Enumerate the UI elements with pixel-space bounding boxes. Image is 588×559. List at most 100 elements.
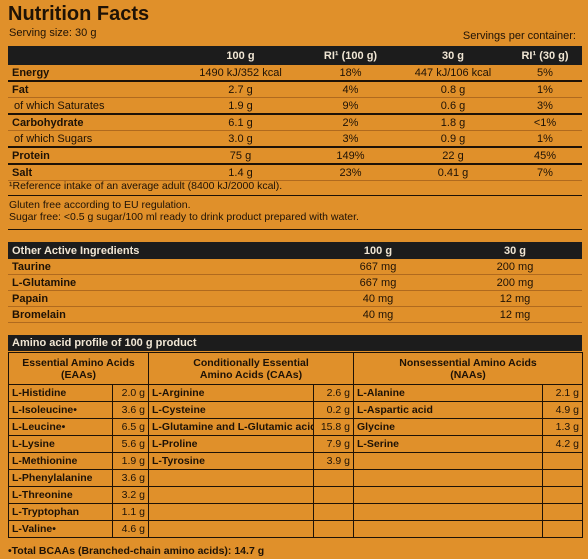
nutrition-row: of which Saturates 1.9 g 9% 0.6 g 3%	[8, 97, 582, 115]
nutrition-header-ri100: RI¹ (100 g)	[303, 46, 398, 65]
ingredient-label: L-Glutamine	[8, 274, 308, 291]
caa-name: L-Tyrosine	[148, 452, 315, 470]
naa-value: 2.1 g	[542, 384, 584, 402]
value-100g: 6.1 g	[178, 114, 303, 131]
value-30g: 22 g	[398, 147, 508, 165]
ri-30g: 5%	[508, 65, 582, 82]
eaa-name: L-Lysine	[8, 435, 113, 453]
nutrition-row: Salt 1.4 g 23% 0.41 g 7%	[8, 164, 582, 181]
value-100g: 40 mg	[308, 306, 448, 323]
eaa-value: 3.6 g	[111, 401, 150, 419]
naa-name: L-Aspartic acid	[353, 401, 544, 419]
amino-row: L-Phenylalanine 3.6 g	[8, 469, 584, 487]
value-30g: 200 mg	[448, 274, 582, 291]
nutrition-header-label	[8, 46, 178, 65]
naa-value: 4.2 g	[542, 435, 584, 453]
ri-30g: 1%	[508, 130, 582, 148]
eaa-name: L-Histidine	[8, 384, 113, 402]
eaa-value: 5.6 g	[111, 435, 150, 453]
naa-header-text: Nonsessential Amino Acids (NAAs)	[399, 356, 537, 381]
caa-name: L-Cysteine	[148, 401, 315, 419]
naa-name	[353, 503, 544, 521]
caa-name	[148, 520, 315, 538]
eaa-value: 1.9 g	[111, 452, 150, 470]
amino-row: L-Valine• 4.6 g	[8, 520, 584, 538]
page-title: Nutrition Facts	[8, 3, 150, 25]
caa-name	[148, 503, 315, 521]
value-100g: 2.7 g	[178, 81, 303, 98]
caa-value: 2.6 g	[313, 384, 355, 402]
sugar-note: Sugar free: <0.5 g sugar/100 ml ready to…	[9, 211, 359, 223]
naa-name: L-Alanine	[353, 384, 544, 402]
nutrition-header-30g: 30 g	[398, 46, 508, 65]
amino-row: L-Lysine 5.6 g L-Proline 7.9 g L-Serine 4.2 g	[8, 435, 584, 453]
nutrient-label: of which Sugars	[8, 130, 178, 148]
naa-value	[542, 452, 584, 470]
caa-value	[313, 469, 355, 487]
naa-value: 1.3 g	[542, 418, 584, 436]
eaa-name: L-Phenylalanine	[8, 469, 113, 487]
caa-value: 0.2 g	[313, 401, 355, 419]
nutrient-label: Fat	[8, 81, 178, 98]
nutrient-label: of which Saturates	[8, 97, 178, 115]
caa-value	[313, 486, 355, 504]
eaa-name: L-Leucine•	[8, 418, 113, 436]
nutrition-table: 100 g RI¹ (100 g) 30 g RI¹ (30 g) Energy…	[8, 46, 582, 181]
eaa-value: 4.6 g	[111, 520, 150, 538]
divider	[8, 229, 582, 230]
active-row: L-Glutamine 667 mg 200 mg	[8, 274, 582, 291]
naa-value	[542, 503, 584, 521]
ri-100g: 18%	[303, 65, 398, 82]
value-30g: 0.9 g	[398, 130, 508, 148]
ingredient-label: Bromelain	[8, 306, 308, 323]
value-100g: 1490 kJ/352 kcal	[178, 65, 303, 82]
value-30g: 12 mg	[448, 290, 582, 307]
nutrition-header-100g: 100 g	[178, 46, 303, 65]
ri-note: ¹Reference intake of an average adult (8…	[9, 180, 283, 192]
value-100g: 1.9 g	[178, 97, 303, 115]
eaa-value: 3.6 g	[111, 469, 150, 487]
value-30g: 1.8 g	[398, 114, 508, 131]
value-30g: 447 kJ/106 kcal	[398, 65, 508, 82]
value-100g: 75 g	[178, 147, 303, 165]
ri-100g: 9%	[303, 97, 398, 115]
active-header-100g: 100 g	[308, 242, 448, 259]
caa-name: L-Arginine	[148, 384, 315, 402]
value-100g: 1.4 g	[178, 164, 303, 181]
nutrient-label: Energy	[8, 65, 178, 82]
nutrition-header-row: 100 g RI¹ (100 g) 30 g RI¹ (30 g)	[8, 46, 582, 65]
nutrition-row: Energy 1490 kJ/352 kcal 18% 447 kJ/106 kcal…	[8, 65, 582, 82]
naa-name	[353, 469, 544, 487]
active-row: Taurine 667 mg 200 mg	[8, 259, 582, 275]
caa-name: L-Proline	[148, 435, 315, 453]
eaa-name: L-Methionine	[8, 452, 113, 470]
nutrient-label: Protein	[8, 147, 178, 165]
ri-30g: <1%	[508, 114, 582, 131]
amino-row: L-Methionine 1.9 g L-Tyrosine 3.9 g	[8, 452, 584, 470]
naa-name: Glycine	[353, 418, 544, 436]
eaa-header-text: Essential Amino Acids (EAAs)	[22, 356, 135, 381]
nutrition-row: Protein 75 g 149% 22 g 45%	[8, 147, 582, 165]
naa-header: Nonsessential Amino Acids (NAAs)	[353, 352, 584, 385]
amino-row: L-Leucine• 6.5 g L-Glutamine and L-Glutami…	[8, 418, 584, 436]
eaa-header: Essential Amino Acids (EAAs)	[7, 352, 150, 385]
amino-header-row: Essential Amino Acids (EAAs) Conditionall…	[7, 352, 584, 385]
caa-value: 3.9 g	[313, 452, 355, 470]
active-header-row: Other Active Ingredients 100 g 30 g	[8, 242, 582, 259]
caa-name	[148, 469, 315, 487]
value-30g: 0.41 g	[398, 164, 508, 181]
eaa-value: 6.5 g	[111, 418, 150, 436]
amino-row: L-Histidine 2.0 g L-Arginine 2.6 g L-Alanine…	[8, 384, 584, 402]
servings-per-container: Servings per container:	[462, 30, 576, 42]
nutrition-header-ri30: RI¹ (30 g)	[508, 46, 582, 65]
active-ingredients-table: Other Active Ingredients 100 g 30 g Taur…	[8, 242, 582, 323]
amino-acid-table: Essential Amino Acids (EAAs) Conditionall…	[7, 352, 584, 538]
ri-100g: 23%	[303, 164, 398, 181]
naa-value	[542, 469, 584, 487]
naa-name	[353, 486, 544, 504]
ri-30g: 3%	[508, 97, 582, 115]
naa-value	[542, 486, 584, 504]
value-30g: 200 mg	[448, 259, 582, 275]
active-header-30g: 30 g	[448, 242, 582, 259]
nutrition-row: Carbohydrate 6.1 g 2% 1.8 g <1%	[8, 114, 582, 131]
